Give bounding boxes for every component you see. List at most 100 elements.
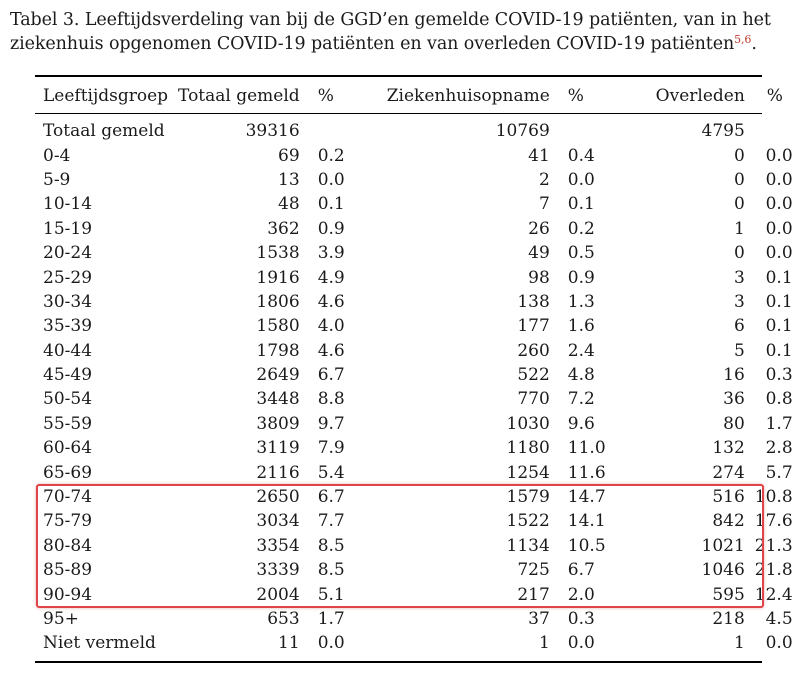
cell-deceased-percent: 0.1 (765, 340, 793, 361)
table-row: 5-9 13 0.0 2 0.0 0 0.0 (35, 168, 799, 192)
cell-hospital-admission: 1254 (506, 462, 550, 483)
cell-deceased: 274 (712, 462, 745, 483)
cell-hospital-percent: 0.0 (567, 169, 595, 190)
cell-total-percent: 6.7 (317, 487, 345, 508)
cell-hospital-percent: 0.3 (567, 609, 595, 629)
cell-hospital-admission: 138 (517, 291, 550, 312)
cell-deceased: 36 (723, 389, 745, 410)
cell-deceased-percent: 1.7 (765, 413, 793, 434)
cell-hospital-admission: 1134 (506, 535, 550, 556)
caption-reference-link[interactable]: 5,6 (734, 33, 752, 46)
cell-hospital-admission: 2 (538, 169, 550, 190)
cell-hospital-percent: 9.6 (567, 413, 595, 434)
cell-deceased-percent: 0.0 (765, 145, 793, 166)
cell-hospital-percent: 2.4 (567, 340, 595, 361)
cell-total-percent: 0.2 (317, 145, 345, 166)
cell-total-percent: 0.0 (317, 169, 345, 190)
table-row: 85-89 3339 8.5 725 6.7 1046 21.8 (35, 558, 799, 582)
cell-deceased: 1021 (701, 535, 745, 556)
table-row: 35-39 1580 4.0 177 1.6 6 0.1 (35, 314, 799, 338)
cell-total-percent: 7.9 (317, 438, 345, 459)
cell-total-percent: 8.5 (317, 560, 345, 581)
cell-total-reported: 3448 (256, 389, 300, 410)
cell-total-reported: 13 (278, 169, 300, 190)
cell-age-group: 90-94 (43, 584, 93, 605)
table-row: 65-69 2116 5.4 1254 11.6 274 5.7 (35, 460, 799, 484)
cell-total-percent: 5.4 (317, 462, 345, 483)
cell-age-group: 35-39 (43, 316, 93, 337)
cell-hospital-percent: 2.0 (567, 584, 595, 605)
cell-total-percent: 0.9 (317, 218, 345, 239)
cell-deceased-percent: 21.3 (754, 535, 793, 556)
cell-hospital-percent: 10.5 (567, 535, 606, 556)
cell-deceased-percent: 10.8 (754, 487, 793, 508)
cell-age-group: Niet vermeld (43, 633, 156, 654)
header-total-percent: % (317, 86, 334, 106)
cell-deceased: 1046 (701, 560, 745, 581)
cell-total-reported: 69 (278, 145, 300, 166)
cell-total-reported: 2004 (256, 584, 300, 605)
cell-deceased: 0 (733, 194, 745, 215)
cell-hospital-percent: 0.9 (567, 267, 595, 288)
cell-deceased-percent: 0.8 (765, 389, 793, 410)
cell-age-group: 30-34 (43, 291, 93, 312)
cell-deceased-percent: 0.1 (765, 291, 793, 312)
cell-total-reported: 3034 (256, 511, 300, 532)
cell-deceased-percent: 0.0 (765, 194, 793, 215)
table-header-row: Leeftijdsgroep Totaal gemeld % Ziekenhui… (35, 74, 799, 115)
header-hospital-percent: % (567, 86, 584, 106)
cell-hospital-admission: 26 (528, 218, 550, 239)
cell-age-group: Totaal gemeld (43, 121, 165, 142)
cell-total-percent: 3.9 (317, 243, 345, 264)
cell-total-reported: 3119 (256, 438, 300, 459)
cell-deceased: 80 (723, 413, 745, 434)
cell-age-group: 80-84 (43, 535, 93, 556)
table-row: 80-84 3354 8.5 1134 10.5 1021 21.3 (35, 534, 799, 558)
cell-total-percent: 0.0 (317, 633, 345, 654)
cell-hospital-percent: 6.7 (567, 560, 595, 581)
cell-age-group: 15-19 (43, 218, 93, 239)
cell-age-group: 85-89 (43, 560, 93, 581)
cell-deceased-percent: 0.0 (765, 169, 793, 190)
table-header-rule (35, 113, 762, 114)
table-body: Totaal gemeld 39316 10769 4795 0-4 69 0.2 41 0.4… (35, 115, 799, 656)
cell-hospital-admission: 7 (538, 194, 550, 215)
cell-hospital-percent: 1.6 (567, 316, 595, 337)
cell-hospital-percent: 11.0 (567, 438, 606, 459)
cell-total-percent: 1.7 (317, 609, 345, 629)
cell-hospital-admission: 770 (517, 389, 550, 410)
cell-deceased-percent: 4.5 (765, 609, 793, 629)
cell-deceased-percent: 0.0 (765, 243, 793, 264)
table-row: 95+ 653 1.7 37 0.3 218 4.5 (35, 607, 799, 631)
table-row: 30-34 1806 4.6 138 1.3 3 0.1 (35, 290, 799, 314)
cell-deceased-percent: 5.7 (765, 462, 793, 483)
header-hospital-admission: Ziekenhuisopname (386, 86, 550, 106)
cell-total-reported: 3809 (256, 413, 300, 434)
cell-deceased: 0 (733, 243, 745, 264)
cell-hospital-admission: 1522 (506, 511, 550, 532)
cell-hospital-percent: 14.1 (567, 511, 606, 532)
cell-age-group: 75-79 (43, 511, 93, 532)
cell-deceased: 3 (733, 267, 745, 288)
cell-deceased: 595 (712, 584, 745, 605)
header-age-group: Leeftijdsgroep (43, 86, 169, 106)
cell-age-group: 20-24 (43, 243, 93, 264)
table-caption: Tabel 3. Leeftijdsverdeling van bij de G… (10, 8, 790, 56)
cell-deceased-percent: 2.8 (765, 438, 793, 459)
cell-total-percent: 4.0 (317, 316, 345, 337)
cell-total-reported: 1798 (256, 340, 300, 361)
table-bottom-rule (35, 661, 762, 663)
cell-deceased: 0 (733, 145, 745, 166)
cell-total-reported: 1806 (256, 291, 300, 312)
age-distribution-table: Leeftijdsgroep Totaal gemeld % Ziekenhui… (35, 74, 793, 656)
table-row: 75-79 3034 7.7 1522 14.1 842 17.6 (35, 509, 799, 533)
cell-hospital-percent: 0.1 (567, 194, 595, 215)
cell-total-percent (308, 115, 345, 143)
cell-hospital-percent: 14.7 (567, 487, 606, 508)
caption-text: Tabel 3. Leeftijdsverdeling van bij de G… (10, 10, 771, 54)
cell-total-percent: 5.1 (317, 584, 345, 605)
cell-deceased-percent: 0.3 (765, 365, 793, 386)
cell-deceased: 3 (733, 291, 745, 312)
cell-hospital-percent (560, 115, 606, 143)
cell-total-reported: 48 (278, 194, 300, 215)
